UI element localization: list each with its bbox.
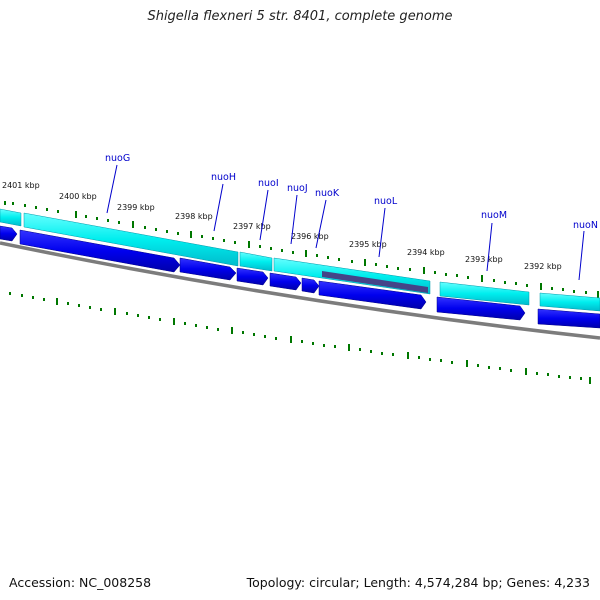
gene-label-nuol: nuoL — [374, 196, 398, 207]
gene-label-nuok: nuoK — [315, 188, 340, 199]
inner-tick-ring — [9, 292, 591, 384]
tick-label: 2392 kbp — [524, 262, 562, 271]
gene-label-nuoi: nuoI — [258, 178, 279, 189]
cds-feature[interactable] — [236, 267, 269, 286]
tick-label: 2396 kbp — [291, 232, 329, 241]
cds-track — [0, 225, 600, 329]
tick-label: 2395 kbp — [349, 240, 387, 249]
gene-label-nuog: nuoG — [105, 153, 130, 164]
gene-feature[interactable] — [0, 208, 22, 227]
tick-label: 2393 kbp — [465, 255, 503, 264]
gene-labels: nuoG nuoH nuoI nuoJ nuoK nuoL nuoM nuoN — [105, 153, 598, 231]
map-title: Shigella flexneri 5 str. 8401, complete … — [147, 9, 453, 24]
cds-feature[interactable] — [436, 296, 526, 321]
cds-feature[interactable] — [269, 272, 302, 291]
genome-summary: Topology: circular; Length: 4,574,284 bp… — [246, 575, 590, 590]
cds-feature[interactable] — [0, 225, 18, 242]
tick-label: 2398 kbp — [175, 212, 213, 221]
tick-label: 2397 kbp — [233, 222, 271, 231]
gene-label-nuon: nuoN — [573, 220, 598, 231]
tick-label: 2400 kbp — [59, 192, 97, 201]
gene-leaders — [106, 164, 585, 281]
cds-feature[interactable] — [179, 257, 237, 281]
gene-feature[interactable] — [23, 212, 239, 267]
gene-feature[interactable] — [539, 292, 600, 312]
gene-label-nuoh: nuoH — [211, 172, 236, 183]
outer-tick-ring — [4, 201, 599, 298]
cds-feature[interactable] — [318, 280, 427, 310]
tick-label: 2399 kbp — [117, 203, 155, 212]
gene-feature[interactable] — [439, 281, 530, 306]
gene-feature[interactable] — [239, 251, 273, 272]
tick-label: 2394 kbp — [407, 248, 445, 257]
cds-feature[interactable] — [301, 277, 320, 294]
gene-label-nuom: nuoM — [481, 210, 507, 221]
accession-label: Accession: NC_008258 — [9, 575, 152, 590]
tick-label: 2401 kbp — [2, 181, 40, 190]
cds-feature[interactable] — [19, 229, 181, 273]
cds-feature[interactable] — [537, 308, 600, 329]
gene-label-nuoj: nuoJ — [287, 183, 308, 194]
backbone — [0, 241, 600, 340]
scale-labels: 2401 kbp 2400 kbp 2399 kbp 2398 kbp 2397… — [2, 181, 562, 271]
highlight-segment — [322, 271, 428, 293]
